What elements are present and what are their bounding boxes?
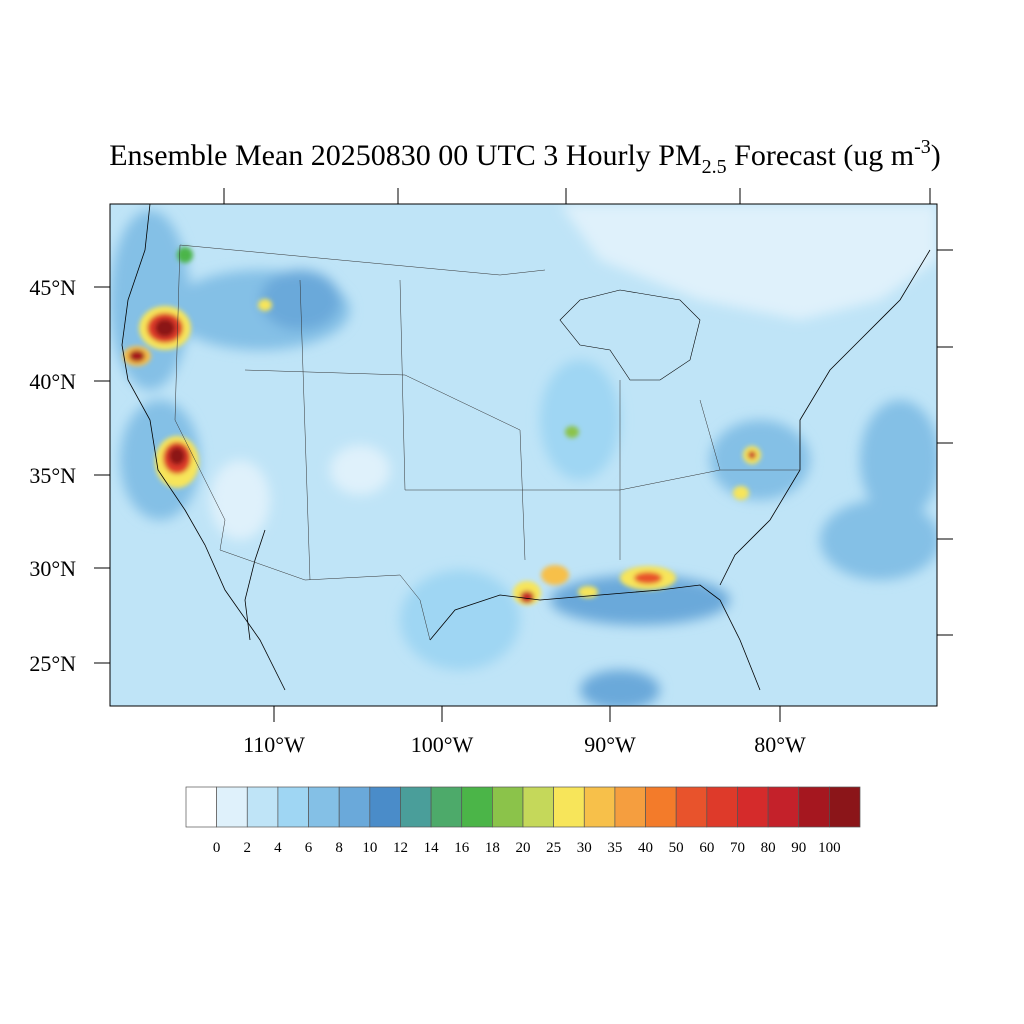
colorbar-label: 50 [669,840,684,856]
colorbar-box [798,786,830,828]
colorbar-box [185,786,217,828]
lon-labels: 110°W 100°W 90°W 80°W [243,706,806,757]
colorbar-box [614,786,646,828]
colorbar-label: 18 [485,840,500,856]
colorbar-box [308,786,340,828]
colorbar-box [277,786,309,828]
colorbar: 0 2 4 6 8 10 12 14 16 18 20 25 30 35 40 50 60 70 80 90 100 [185,786,861,856]
hotspot [129,350,145,362]
colorbar-box [767,786,800,828]
colorbar-label: 16 [454,840,470,856]
coastlines [121,204,931,691]
lon-label: 100°W [411,732,474,757]
lon-label: 110°W [243,732,305,757]
pm25-field [110,204,937,706]
colorbar-box [829,786,861,828]
colorbar-label: 70 [730,840,745,856]
lat-label: 25°N [29,651,76,676]
state-borders [174,244,800,641]
title-text: Forecast (ug m [727,139,914,172]
field-patch [550,575,730,625]
field-patch [540,360,620,480]
title: Ensemble Mean 20250830 00 UTC 3 Hourly P… [109,136,941,178]
hotspot [520,591,534,603]
field-patch [260,270,340,330]
lat-label: 35°N [29,463,76,488]
colorbar-box [246,786,279,828]
colorbar-box [430,786,463,828]
colorbar-box [737,786,769,828]
coastline [719,249,931,586]
hotspot [748,451,756,459]
colorbar-box [216,786,248,828]
field-patch [400,570,520,670]
lat-label: 45°N [29,275,76,300]
colorbar-label: 12 [393,840,408,856]
colorbar-label: 8 [335,840,343,856]
colorbar-label: 40 [638,840,653,856]
colorbar-box [583,786,616,828]
hotspot [169,447,185,465]
title-superscript: -3 [914,136,931,158]
colorbar-label: 30 [577,840,592,856]
title-text: Ensemble Mean 20250830 00 UTC 3 Hourly P… [109,139,701,172]
colorbar-label: 0 [213,840,221,856]
colorbar-label: 10 [362,840,377,856]
lon-label: 90°W [584,732,636,757]
hotspot [565,426,579,438]
great-lakes [559,289,701,381]
coastline [121,204,286,691]
colorbar-box [369,786,401,828]
field-patch [580,670,660,706]
colorbar-label: 80 [761,840,776,856]
field-patch [560,204,937,320]
colorbar-label: 100 [818,840,841,856]
hotspot [258,299,272,311]
hotspot [541,565,569,585]
border [174,244,431,641]
map-frame [109,203,938,707]
field-patch [820,500,937,580]
field-patch [330,445,390,495]
colorbar-label: 60 [699,840,714,856]
frame-ticks [223,188,953,636]
colorbar-label: 2 [244,840,252,856]
lat-labels: 45°N 40°N 35°N 30°N 25°N [29,275,110,676]
colorbar-box [492,786,524,828]
border [244,279,800,581]
lon-label: 80°W [754,732,806,757]
hotspot [578,586,598,598]
hotspot [634,572,662,584]
colorbar-box [675,786,708,828]
title-text: ) [931,139,941,172]
colorbar-box [553,786,585,828]
colorbar-label: 6 [305,840,313,856]
colorbar-box [400,786,432,828]
hotspot [155,319,175,337]
lat-label: 40°N [29,369,76,394]
colorbar-label: 20 [516,840,531,856]
title-subscript: 2.5 [702,156,727,178]
colorbar-label: 90 [791,840,806,856]
colorbar-label: 35 [607,840,622,856]
coastline [429,584,761,691]
colorbar-box [338,786,371,828]
colorbar-label: 14 [424,840,440,856]
colorbar-box [461,786,493,828]
colorbar-box [645,786,677,828]
hotspot [733,486,749,500]
colorbar-box [706,786,738,828]
hotspot [177,247,193,263]
colorbar-label: 4 [274,840,282,856]
colorbar-label: 25 [546,840,561,856]
lat-label: 30°N [29,556,76,581]
field-patch [210,460,270,540]
field-patch [710,420,810,500]
border [179,244,546,276]
field-patch [860,400,937,520]
coastline [244,529,266,641]
colorbar-box [522,786,554,828]
